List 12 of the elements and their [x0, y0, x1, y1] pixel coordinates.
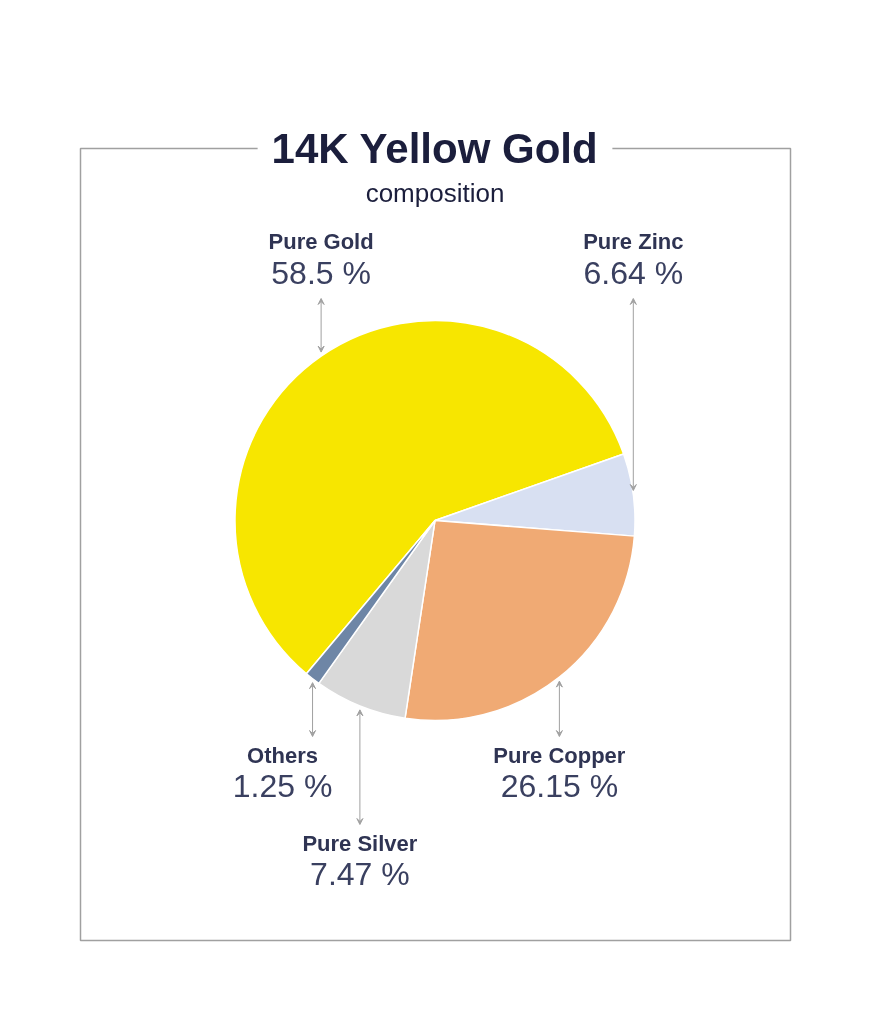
chart-subtitle: composition [365, 177, 505, 208]
slice-label: Pure Zinc [583, 228, 684, 254]
slice-label: Pure Silver [302, 830, 418, 856]
data-label: 6.64 % [583, 254, 684, 291]
chart-title: 14K Yellow Gold [271, 125, 598, 172]
data-label: 58.5 % [271, 254, 371, 291]
data-label: 1.25 % [232, 767, 333, 804]
data-label: 26.15 % [500, 767, 619, 804]
slice-label: Pure Gold [268, 228, 374, 254]
data-label: 7.47 % [310, 855, 410, 892]
slice-label: Others [247, 742, 319, 768]
slice-label: Pure Copper [493, 742, 626, 768]
